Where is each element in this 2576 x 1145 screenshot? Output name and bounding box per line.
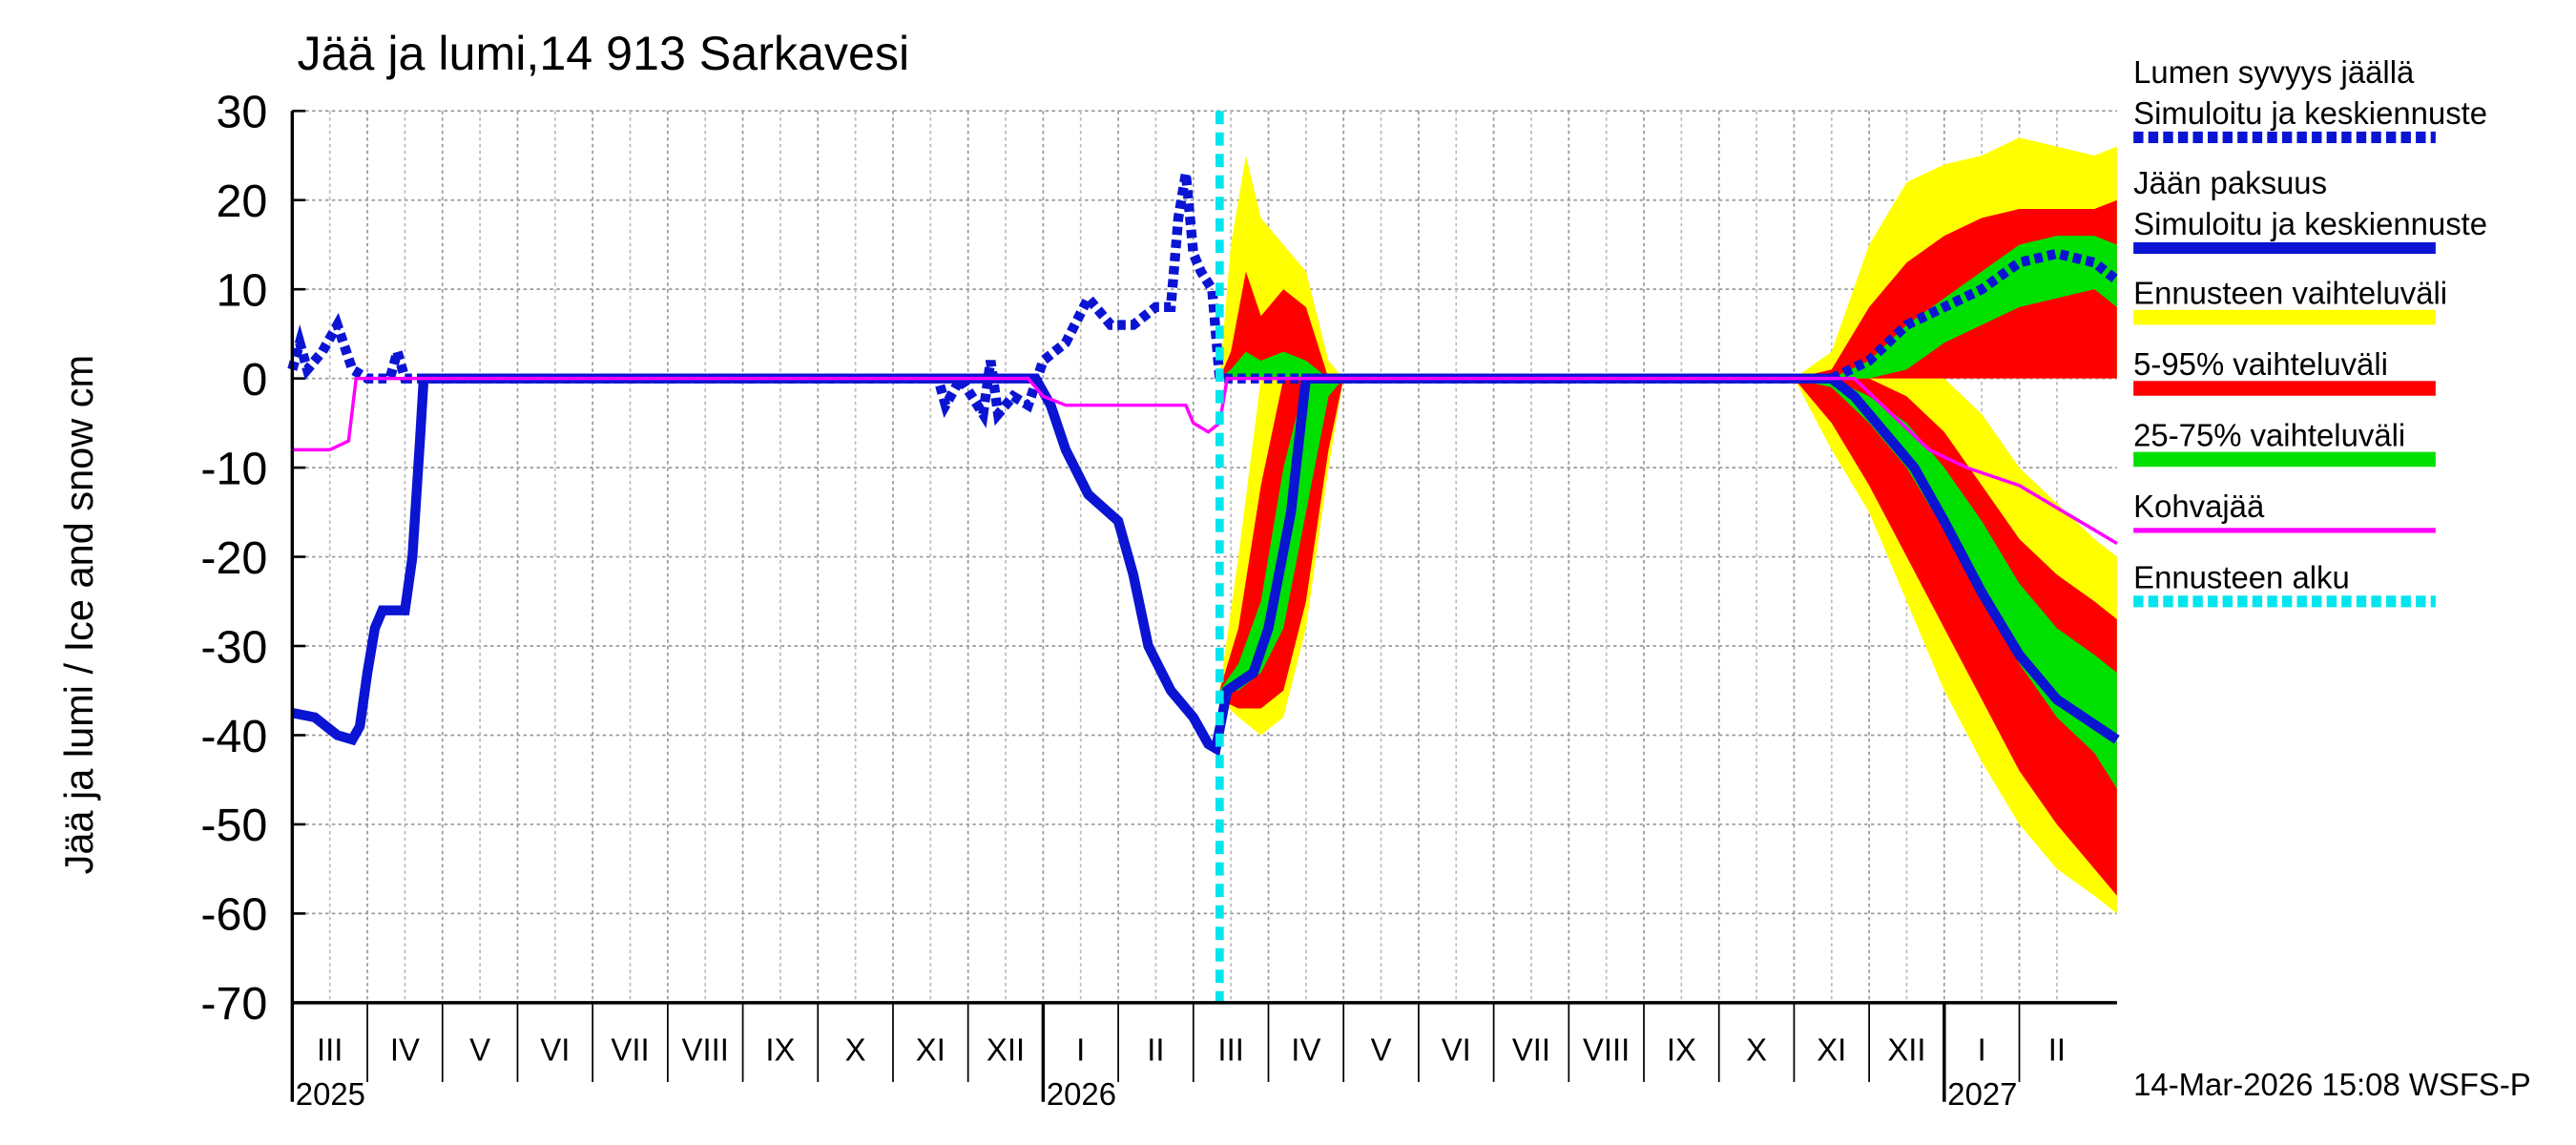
month-label: III [1217,1031,1243,1067]
month-label: XI [916,1031,945,1067]
legend-label: Ennusteen vaihteluväli [2133,276,2447,311]
month-label: VIII [1583,1031,1630,1067]
month-label: I [1076,1031,1085,1067]
month-label: XII [1887,1031,1925,1067]
month-label: I [1978,1031,1986,1067]
y-tick-label: -60 [200,889,267,941]
month-label: X [1746,1031,1767,1067]
band-area [1794,378,2117,896]
band-area [1219,378,1344,691]
band-area [1219,351,1344,379]
month-label: V [469,1031,490,1067]
month-label: II [1147,1031,1164,1067]
month-label: VI [1442,1031,1471,1067]
y-tick-label: -50 [200,800,267,851]
series-line [292,376,2118,546]
legend-label: 5-95% vaihteluväli [2133,346,2388,382]
year-label: 2027 [1947,1076,2017,1112]
band-area [1794,236,2117,379]
month-label: II [2048,1031,2066,1067]
month-label: X [845,1031,866,1067]
month-label: IX [1667,1031,1696,1067]
month-label: IV [1291,1031,1320,1067]
y-tick-label: -30 [200,621,267,673]
month-label: IV [390,1031,420,1067]
band-area [1794,378,2117,789]
y-axis-label: Jää ja lumi / Ice and snow cm [56,355,101,875]
month-label: XII [987,1031,1025,1067]
month-label: XI [1817,1031,1846,1067]
month-label: V [1371,1031,1392,1067]
timestamp: 14-Mar-2026 15:08 WSFS-P [2133,1067,2531,1102]
legend-label: Lumen syvyys jäällä [2133,54,2415,90]
year-label: 2026 [1047,1076,1116,1112]
legend-label: Simuloitu ja keskiennuste [2133,206,2487,241]
month-label: VII [1512,1031,1550,1067]
legend-label: Ennusteen alku [2133,559,2350,594]
month-label: VI [540,1031,570,1067]
month-label: VII [611,1031,649,1067]
month-label: IX [765,1031,795,1067]
y-tick-label: 0 [241,354,267,406]
band-area [1219,271,1344,379]
chart-title: Jää ja lumi,14 913 Sarkavesi [298,27,910,80]
month-label: VIII [682,1031,729,1067]
y-tick-label: 20 [216,176,267,227]
legend-label: 25-75% vaihteluväli [2133,418,2405,453]
legend-label: Jään paksuus [2133,165,2327,200]
month-label: III [317,1031,343,1067]
series-line [291,373,2120,757]
legend-label: Kohvajää [2133,489,2265,524]
legend-label: Simuloitu ja keskiennuste [2133,95,2487,131]
y-tick-label: -10 [200,443,267,494]
y-tick-label: -40 [200,711,267,762]
y-tick-label: 10 [216,264,267,316]
y-tick-label: -20 [200,532,267,584]
year-label: 2025 [296,1076,365,1112]
y-tick-label: 30 [216,87,267,138]
y-tick-label: -70 [200,978,267,1030]
